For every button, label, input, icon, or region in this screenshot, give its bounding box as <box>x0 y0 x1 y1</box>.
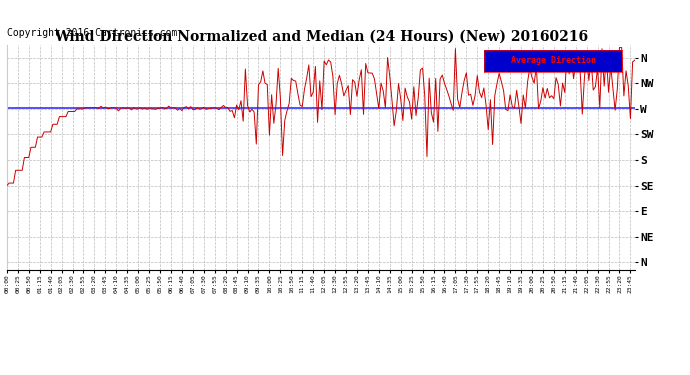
Text: Copyright 2016 Cartronics.com: Copyright 2016 Cartronics.com <box>7 28 177 38</box>
Title: Wind Direction Normalized and Median (24 Hours) (New) 20160216: Wind Direction Normalized and Median (24… <box>54 30 588 44</box>
